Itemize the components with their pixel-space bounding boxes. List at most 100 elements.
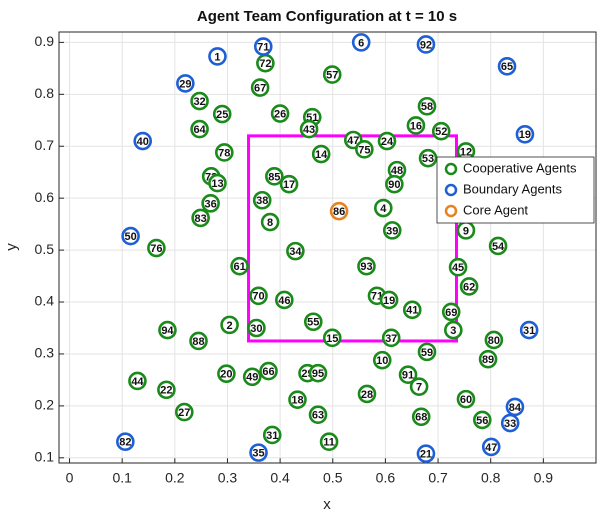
y-tick-label: 0.2 [35,397,55,413]
agent-label: 50 [124,231,136,243]
agent-marker [217,364,236,383]
x-tick-label: 0.3 [218,470,238,486]
agent-marker [406,116,426,135]
agent-label: 33 [504,418,516,430]
agent-marker [128,371,147,391]
agent-marker [201,194,220,213]
agent-marker [488,236,508,256]
agent-marker [497,56,517,76]
agent-label: 41 [406,305,418,317]
agent-marker [459,277,479,296]
agent-marker [377,131,397,151]
agent-label: 37 [385,333,397,345]
legend-label: Cooperative Agents [463,160,577,175]
agent-label: 20 [220,369,232,381]
agent-marker [250,78,270,97]
legend-box [436,156,595,224]
agent-marker [515,124,535,144]
agent-label: 27 [178,407,190,419]
agent-label: 90 [388,179,400,191]
agent-label: 71 [257,41,269,53]
agent-label: 2 [227,320,233,332]
y-tick-label: 0.4 [35,293,55,309]
agent-label: 38 [256,195,268,207]
agent-label: 80 [488,335,500,347]
agent-marker [441,302,461,322]
agent-label: 62 [463,281,475,293]
agent-marker [176,74,195,93]
x-tick-label: 0.5 [323,470,343,486]
agent-marker [265,167,284,186]
agent-marker [286,241,305,261]
agent-marker [249,286,268,306]
agent-label: 94 [161,325,174,337]
agent-marker [259,361,278,381]
agent-marker [519,320,539,340]
x-tick-label: 0 [66,470,74,486]
agent-label: 95 [312,368,324,380]
agent-marker [252,190,272,210]
agent-label: 19 [383,295,395,307]
agent-label: 28 [361,389,373,401]
agent-label: 61 [233,261,245,273]
agent-label: 21 [420,449,432,461]
agent-label: 7 [416,382,422,394]
agent-label: 82 [119,437,131,449]
agent-marker [262,425,282,445]
agent-label: 58 [421,101,433,113]
agent-marker [417,96,437,116]
agent-label: 46 [278,295,290,307]
agent-marker [357,384,377,404]
agent-label: 24 [381,136,394,148]
agent-label: 59 [421,347,433,359]
agent-label: 10 [376,355,388,367]
agent-label: 66 [262,366,274,378]
agent-marker [402,300,422,320]
agent-marker [208,47,227,66]
agent-marker [319,432,339,452]
x-axis-label: x [323,496,331,513]
agent-marker [308,405,328,425]
agent-label: 8 [267,217,273,229]
agent-marker [242,367,262,387]
agent-label: 13 [211,178,223,190]
x-tick-label: 0.1 [112,470,132,486]
x-tick-label: 0.9 [534,470,554,486]
legend-marker [444,204,458,218]
chart-title: Agent Team Configuration at t = 10 s [197,8,457,25]
agent-marker [418,148,438,168]
agent-label: 93 [360,261,372,273]
agent-marker [481,437,501,457]
agent-marker [208,173,227,193]
agent-label: 64 [193,124,206,136]
agent-label: 11 [323,437,335,449]
x-tick-label: 0.2 [165,470,185,486]
agent-label: 76 [150,243,162,255]
x-tick-label: 0.4 [270,470,290,486]
legend-marker [444,162,458,176]
legend-label: Boundary Agents [463,181,563,196]
agent-label: 92 [420,39,432,51]
agent-marker [357,256,376,276]
agent-marker [147,238,166,258]
agent-label: 47 [485,442,497,454]
agent-label: 68 [415,412,427,424]
agent-marker [275,290,294,310]
agent-label: 14 [315,149,328,161]
agent-label: 88 [192,336,204,348]
agent-label: 22 [160,385,172,397]
agent-marker [472,410,492,430]
agent-label: 72 [259,58,271,70]
agent-label: 65 [501,61,513,73]
agent-marker [121,226,140,246]
agent-label: 49 [246,372,258,384]
agent-marker [116,432,135,452]
agent-label: 45 [452,262,464,274]
y-tick-label: 0.8 [35,85,55,101]
agent-marker [133,131,153,151]
agent-marker [215,143,234,162]
agent-marker [190,119,209,139]
agent-label: 31 [266,430,278,442]
agent-label: 39 [386,225,398,237]
agent-label: 69 [445,307,457,319]
